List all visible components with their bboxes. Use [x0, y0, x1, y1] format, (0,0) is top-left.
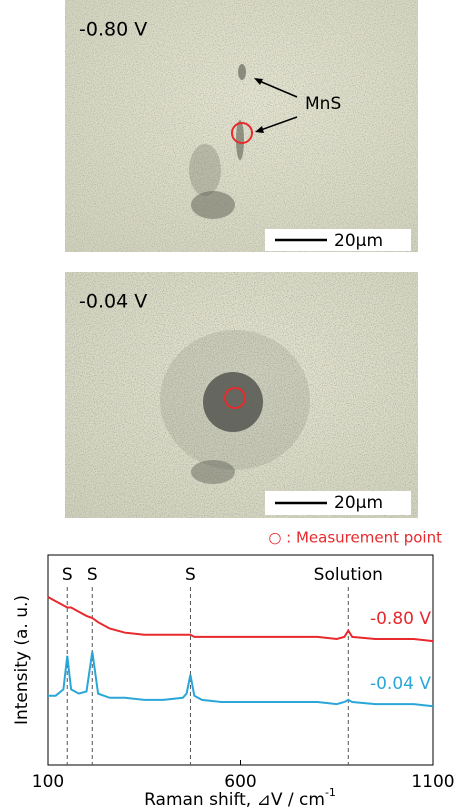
x-tick-label: 100	[32, 772, 64, 792]
x-tick-label: 600	[224, 772, 256, 792]
micrograph: -0.80 V MnS 20μm	[65, 0, 418, 252]
x-axis-label-text: Raman shift, ⊿V / cm	[144, 790, 325, 810]
x-tick-label: 1100	[411, 772, 454, 792]
measurement-note: ○ : Measurement point	[268, 529, 442, 547]
potential-label: -0.04 V	[79, 291, 147, 313]
annotation-label: S	[87, 565, 98, 585]
arrow-label: MnS	[305, 94, 341, 114]
plot-frame	[48, 555, 433, 765]
scale-bar-label: 20μm	[334, 231, 383, 251]
scale-bar-label: 20μm	[334, 493, 383, 513]
annotation-label: S	[62, 565, 73, 585]
micrograph: -0.04 V 20μm	[65, 272, 418, 518]
x-axis-label-sup: -1	[325, 786, 336, 799]
annotation-label: Solution	[314, 565, 383, 585]
series-label: -0.04 V	[370, 674, 431, 694]
annotation-label: S	[185, 565, 196, 585]
figure: -0.80 V MnS 20μm -0.04 V 20μm ○ : Measur…	[0, 0, 459, 812]
potential-label: -0.80 V	[79, 19, 147, 41]
series-label: -0.80 V	[370, 609, 431, 629]
y-axis-label: Intensity (a. u.)	[12, 595, 32, 725]
